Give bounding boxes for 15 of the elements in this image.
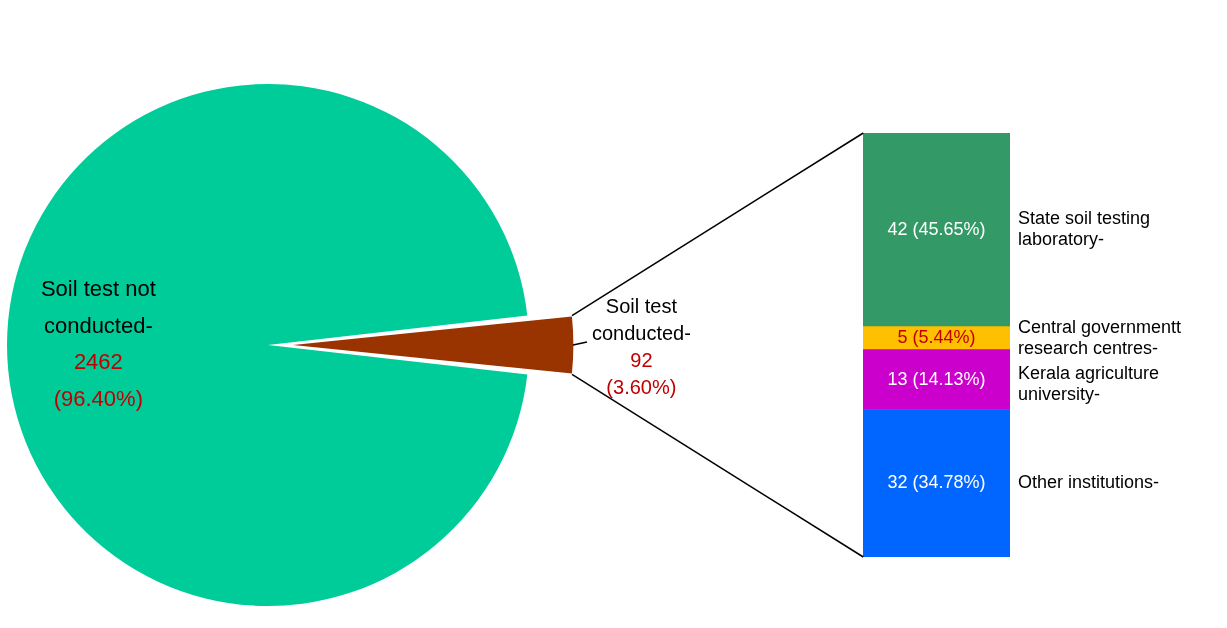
data-label: 92 (3.60%) (606, 349, 677, 399)
bar (863, 133, 1010, 327)
bar (863, 349, 1010, 410)
series-label: Other institutions- (1018, 472, 1160, 493)
data-label: 13 (14.13%) (887, 368, 986, 389)
data-label: 5 (5.44%) (897, 327, 976, 348)
series-label: Central governmentt research centres- (1018, 316, 1182, 358)
data-label: 42 (45.65%) (887, 218, 986, 239)
data-label: 2462 (96.40%) (53, 349, 143, 411)
slice-label: Soil test not conducted- (40, 276, 156, 338)
bar (863, 409, 1010, 557)
series-label: State soil testing laboratory- (1018, 208, 1151, 250)
data-label: 32 (34.78%) (887, 472, 986, 493)
series-label: Kerala agriculture university- (1018, 362, 1160, 404)
slice-label: Soil test conducted- (591, 295, 691, 345)
